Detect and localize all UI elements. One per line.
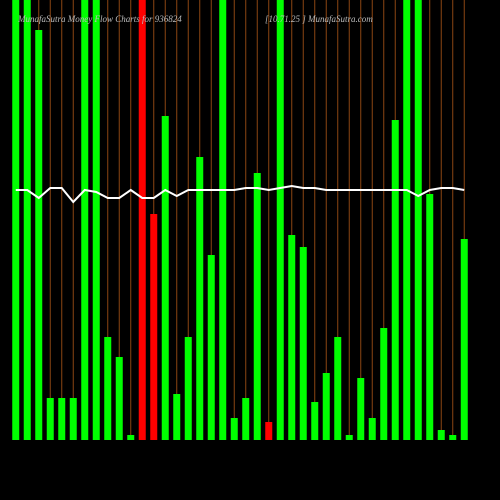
flow-line [15, 184, 465, 204]
bar [403, 0, 411, 440]
bar [334, 337, 342, 440]
bar [288, 235, 296, 440]
bar [115, 357, 123, 440]
bar [253, 173, 261, 440]
bar [357, 378, 365, 440]
bar [184, 337, 192, 440]
plot [12, 0, 468, 440]
bar [345, 435, 353, 440]
bar [230, 418, 238, 440]
bar [161, 116, 169, 440]
bar [12, 0, 20, 440]
bar [460, 239, 468, 440]
bar [242, 398, 250, 440]
bar [449, 435, 457, 440]
bar [276, 0, 284, 440]
bar [299, 247, 307, 440]
bar [150, 214, 158, 440]
bar [196, 157, 204, 440]
bar [127, 435, 135, 440]
bar [391, 120, 399, 440]
bar [92, 0, 100, 440]
bar [414, 0, 422, 440]
bar [58, 398, 66, 440]
bar [69, 398, 77, 440]
chart-title: MunafaSutra Money Flow Charts for 936824 [17, 14, 182, 24]
bar [219, 0, 227, 440]
bar [380, 328, 388, 440]
bar [138, 0, 146, 440]
bar [265, 422, 273, 440]
bar [81, 0, 89, 440]
bar [311, 402, 319, 440]
bar [23, 0, 31, 440]
bar [46, 398, 54, 440]
bar [35, 30, 43, 440]
bar [173, 394, 181, 440]
bar [368, 418, 376, 440]
bar [437, 430, 445, 440]
bar [426, 194, 434, 440]
bar [322, 373, 330, 440]
chart-subtitle: [10.71.25 ] MunafaSutra.com [265, 14, 373, 24]
bar [104, 337, 112, 440]
bar [207, 255, 215, 440]
